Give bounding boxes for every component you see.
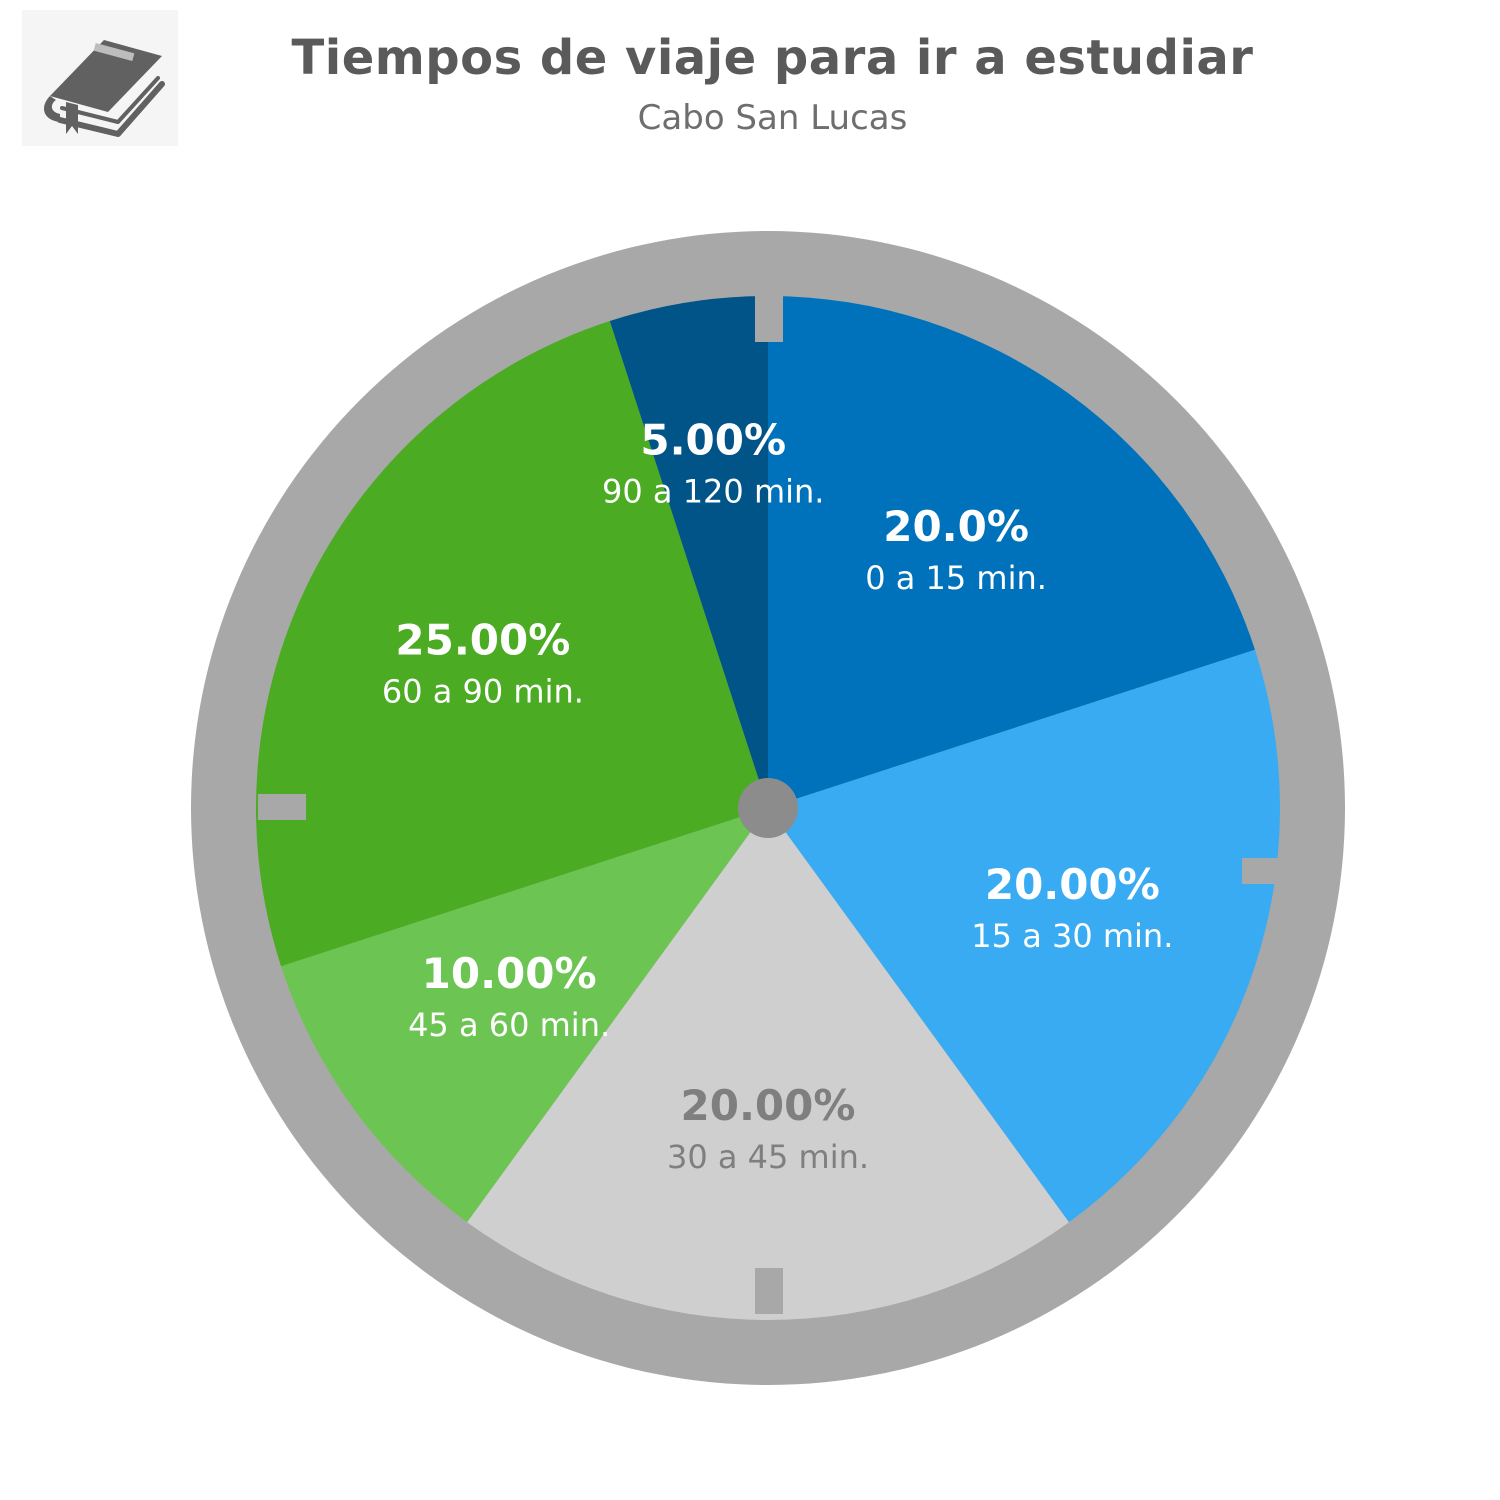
slice-value-label: 20.00% — [985, 860, 1160, 909]
pie-slice — [609, 296, 768, 808]
page-subtitle: Cabo San Lucas — [637, 98, 908, 138]
slice-category-label: 15 a 30 min. — [971, 917, 1173, 955]
clock-tick — [258, 794, 306, 820]
pie-slice — [467, 808, 1069, 1320]
slice-value-label: 5.00% — [640, 415, 786, 464]
page-title: Tiempos de viaje para ir a estudiar — [291, 30, 1254, 86]
pie-slice — [255, 321, 768, 967]
clock-tick — [755, 296, 783, 342]
center-hub — [738, 778, 798, 838]
slice-value-label: 20.00% — [681, 1081, 856, 1130]
logo — [22, 10, 178, 146]
slice-category-label: 90 a 120 min. — [602, 472, 824, 510]
slice-value-label: 20.0% — [883, 502, 1029, 551]
slice-labels: 20.0% 0 a 15 min. 20.00% 15 a 30 min. 20.00%… — [382, 415, 1174, 1176]
slice-category-label: 30 a 45 min. — [667, 1138, 869, 1176]
slice-value-label: 10.00% — [422, 949, 597, 998]
slice-category-label: 0 a 15 min. — [865, 559, 1047, 597]
clock-ticks — [258, 296, 1290, 1314]
slice-value-label: 25.00% — [395, 616, 570, 665]
book-icon — [44, 40, 165, 137]
clock-tick — [755, 1268, 783, 1314]
slice-category-label: 60 a 90 min. — [382, 673, 584, 711]
pie-slice — [281, 808, 768, 1223]
pie-slice — [768, 649, 1281, 1223]
pie-slices — [255, 296, 1281, 1320]
slice-category-label: 45 a 60 min. — [408, 1006, 610, 1044]
pie-slice — [768, 296, 1255, 808]
clock-tick — [1242, 858, 1290, 884]
